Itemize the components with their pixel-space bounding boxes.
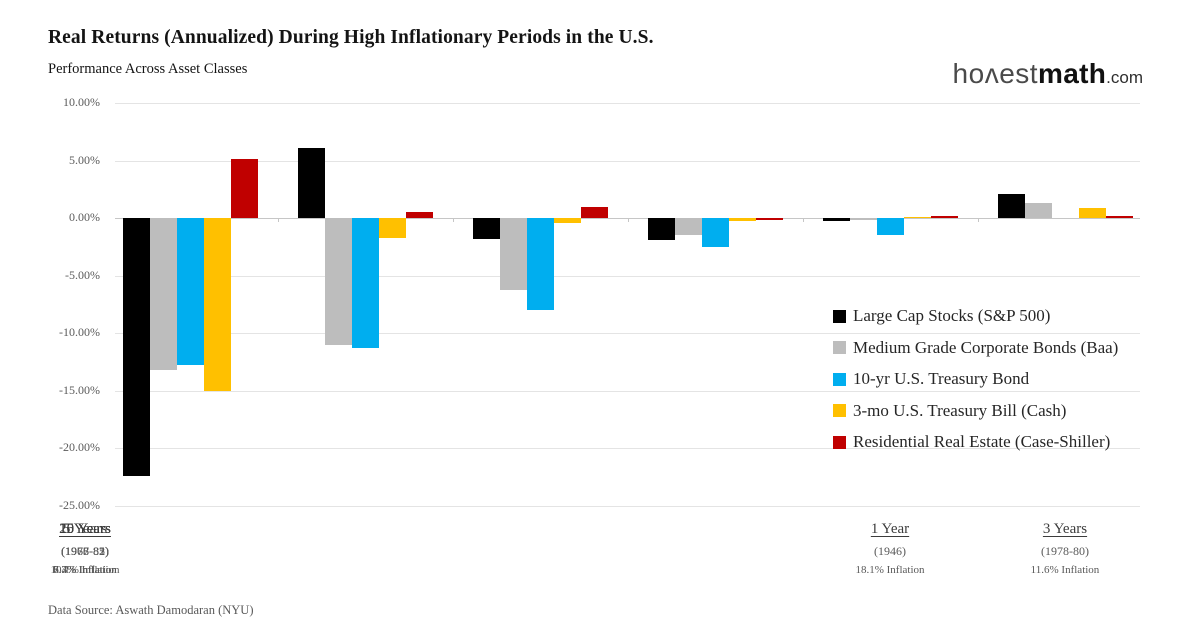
gridline <box>115 333 1140 334</box>
y-axis-label: -20.00% <box>59 440 100 454</box>
category-tick <box>277 218 279 222</box>
bar-10-yr-u-s-treasury-bond-5-years <box>526 218 554 310</box>
bar-residential-real-estate-case-shiller-1-year <box>230 159 258 218</box>
category-years: (1968-82) <box>61 544 109 558</box>
legend-item: Residential Real Estate (Case-Shiller) <box>833 432 1118 452</box>
category-15-years: 15 Years (1968-82) 7.3% Inflation <box>0 521 170 576</box>
bar-residential-real-estate-case-shiller-10-years <box>755 218 783 221</box>
bar-medium-grade-corporate-bonds-baa-20-years <box>1024 203 1052 218</box>
category-20-years: 20 Years (1966-85) 6.4% Inflation <box>0 521 170 576</box>
gridline <box>115 103 1140 104</box>
bar-large-cap-stocks-s-p-500-15-years <box>822 218 850 222</box>
bar-medium-grade-corporate-bonds-baa-15-years <box>849 218 877 221</box>
gridline <box>115 505 1140 507</box>
category-tick <box>627 218 629 222</box>
bar-3-mo-u-s-treasury-bill-cash-5-years <box>553 218 581 223</box>
bar-medium-grade-corporate-bonds-baa-10-years <box>674 218 702 236</box>
category-label: 1 Year <box>870 521 910 537</box>
y-axis-label: -15.00% <box>59 382 100 397</box>
logo-math-text: math <box>1038 58 1107 89</box>
bar-residential-real-estate-case-shiller-20-years <box>1105 215 1133 218</box>
category-label: 15 Years <box>59 521 111 537</box>
legend-item: 3-mo U.S. Treasury Bill (Cash) <box>833 401 1118 421</box>
chart-title: Real Returns (Annualized) During High In… <box>48 27 654 48</box>
bar-large-cap-stocks-s-p-500-10-years <box>647 218 675 240</box>
category-years: (1978-80) <box>1041 544 1089 558</box>
y-axis-label: 5.00% <box>69 152 100 167</box>
y-axis-label: -10.00% <box>59 325 100 339</box>
gridline <box>115 448 1140 449</box>
category-5-years: 5 Years (1977-81) 10.1% Inflation <box>0 521 170 576</box>
category-years: (1966-85) <box>61 544 109 558</box>
bar-3-mo-u-s-treasury-bill-cash-10-years <box>728 218 756 222</box>
legend-swatch <box>833 372 846 386</box>
category-3-years: 3 Years (1978-80) 11.6% Inflation <box>980 521 1150 576</box>
bar-large-cap-stocks-s-p-500-1-year <box>122 218 150 476</box>
category-label: 5 Years <box>62 521 108 537</box>
bar-3-mo-u-s-treasury-bill-cash-3-years <box>378 218 406 238</box>
category-years: (1946) <box>874 544 906 558</box>
honestmath-logo: hoʌestmath.com <box>953 58 1143 90</box>
category-tick <box>977 218 979 222</box>
bar-3-mo-u-s-treasury-bill-cash-15-years <box>903 216 931 218</box>
chart-subtitle: Performance Across Asset Classes <box>48 61 248 77</box>
bar-residential-real-estate-case-shiller-3-years <box>405 212 433 218</box>
category-years: (1977-81) <box>61 544 109 558</box>
legend-swatch <box>833 309 846 323</box>
logo-honest-text: hoʌest <box>952 58 1039 89</box>
plot-area <box>115 103 1140 507</box>
y-axis-label: -25.00% <box>59 497 100 512</box>
bar-medium-grade-corporate-bonds-baa-5-years <box>499 218 527 291</box>
legend-label: Residential Real Estate (Case-Shiller) <box>853 432 1111 451</box>
legend-label: Large Cap Stocks (S&P 500) <box>853 306 1051 325</box>
data-source: Data Source: Aswath Damodaran (NYU) <box>48 603 254 617</box>
bar-10-yr-u-s-treasury-bond-1-year <box>176 218 204 366</box>
category-label: 3 Years <box>1042 521 1088 537</box>
bar-10-yr-u-s-treasury-bond-15-years <box>876 218 904 236</box>
logo-com-text: .com <box>1106 68 1143 87</box>
legend-item: Medium Grade Corporate Bonds (Baa) <box>833 338 1118 358</box>
gridline <box>115 275 1140 277</box>
bar-3-mo-u-s-treasury-bill-cash-1-year <box>203 218 231 391</box>
category-10-years: 10 Years (1973-82) 8.7% Inflation <box>0 521 170 576</box>
bar-residential-real-estate-case-shiller-5-years <box>580 206 608 218</box>
legend-item: Large Cap Stocks (S&P 500) <box>833 306 1118 326</box>
bar-3-mo-u-s-treasury-bill-cash-20-years <box>1078 207 1106 218</box>
category-inflation: 7.3% Inflation <box>53 564 117 576</box>
category-inflation: 6.4% Inflation <box>53 564 117 576</box>
category-inflation: 11.6% Inflation <box>1030 564 1100 576</box>
category-label: 10 Years <box>59 521 111 537</box>
category-years: (1973-82) <box>61 544 109 558</box>
legend-label: Medium Grade Corporate Bonds (Baa) <box>853 337 1119 357</box>
legend: Large Cap Stocks (S&P 500) Medium Grade … <box>833 306 1118 452</box>
bar-10-yr-u-s-treasury-bond-3-years <box>351 218 379 348</box>
legend-item: 10-yr U.S. Treasury Bond <box>833 369 1118 389</box>
y-axis-label: 10.00% <box>63 95 100 109</box>
category-inflation: 18.1% Inflation <box>855 564 925 576</box>
legend-label: 3-mo U.S. Treasury Bill (Cash) <box>853 400 1067 420</box>
gridline <box>115 160 1140 162</box>
category-inflation: 8.7% Inflation <box>53 564 117 576</box>
legend-swatch <box>833 341 846 354</box>
y-axis-label: 0.00% <box>69 210 100 224</box>
y-axis-label: -5.00% <box>65 267 100 282</box>
bar-medium-grade-corporate-bonds-baa-1-year <box>149 218 177 370</box>
category-tick <box>452 218 454 222</box>
bar-residential-real-estate-case-shiller-15-years <box>930 215 958 218</box>
bar-10-yr-u-s-treasury-bond-10-years <box>701 218 729 247</box>
bar-large-cap-stocks-s-p-500-20-years <box>997 193 1025 218</box>
legend-swatch <box>833 404 846 417</box>
gridline <box>115 390 1140 392</box>
category-1-year: 1 Year (1946) 18.1% Inflation <box>805 521 975 576</box>
category-label: 20 Years <box>59 521 111 537</box>
legend-label: 10-yr U.S. Treasury Bond <box>853 369 1030 388</box>
bar-large-cap-stocks-s-p-500-5-years <box>472 218 500 239</box>
category-tick <box>802 218 804 222</box>
bar-medium-grade-corporate-bonds-baa-3-years <box>324 218 352 345</box>
legend-swatch <box>833 435 846 449</box>
category-inflation: 10.1% Inflation <box>50 564 120 576</box>
bar-large-cap-stocks-s-p-500-3-years <box>297 147 325 218</box>
